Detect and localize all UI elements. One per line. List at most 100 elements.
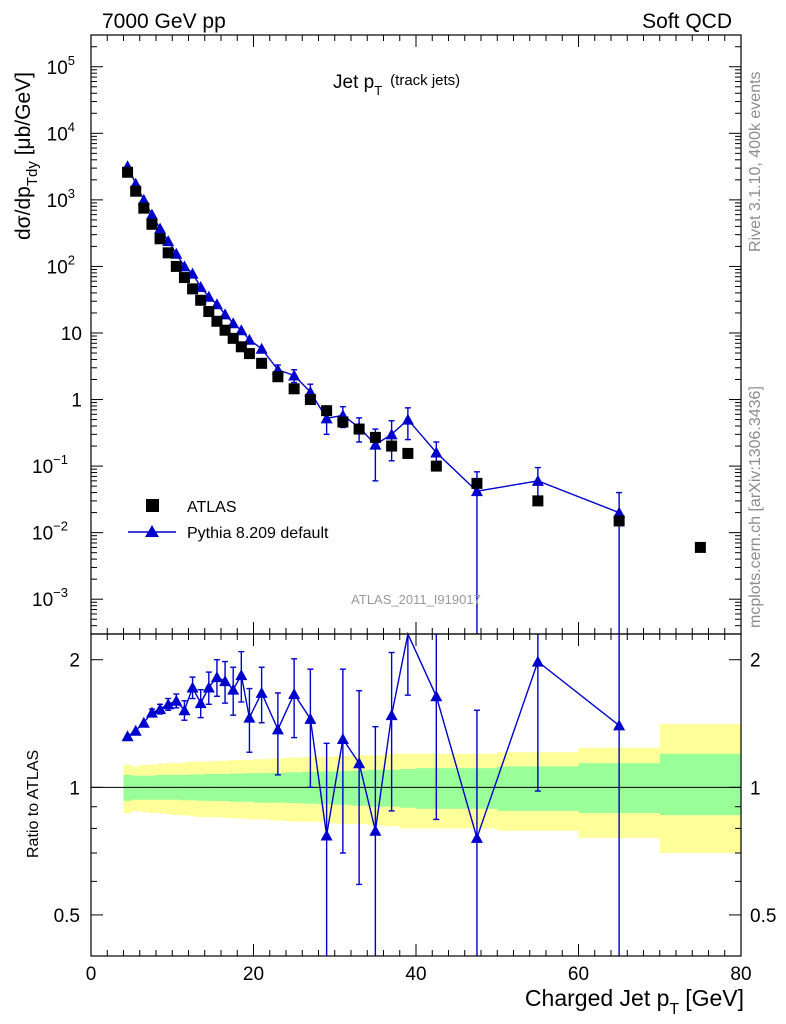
main-y-tick-label: 104 [47, 119, 75, 145]
pythia-series [121, 160, 626, 634]
ratio-y-tick-label: 2 [69, 651, 80, 672]
ratio-pythia-point [210, 671, 223, 683]
main-y-tick-label: 1 [71, 391, 82, 412]
main-panel: 10−3 10−2 10−1 1 10 102 103 104 105 [32, 34, 742, 635]
ratio-y-tick-label: 0.5 [54, 906, 80, 927]
atlas-point [272, 371, 284, 383]
atlas-point [178, 272, 190, 284]
atlas-point [195, 294, 207, 306]
ratio-pythia-point [129, 724, 142, 736]
pythia-point [320, 412, 333, 424]
legend-pythia-marker [145, 525, 159, 537]
ratio-pythia-series [121, 631, 626, 956]
atlas-point [694, 541, 706, 553]
atlas-point [146, 218, 158, 230]
header-left-label: 7000 GeV pp [102, 10, 226, 33]
header-right-label: Soft QCD [642, 10, 732, 33]
ratio-pythia-point [304, 712, 317, 724]
ratio-y-tick-label-right: 0.5 [750, 906, 776, 927]
ratio-pythia-point [202, 681, 215, 693]
pythia-point [154, 222, 167, 234]
atlas-point [402, 447, 414, 459]
ratio-axes: 0 20 40 60 80 0.5 0.5 1 1 2 2 [54, 634, 776, 985]
ratio-x-tick-label: 0 [86, 964, 97, 985]
ratio-pythia-point [613, 719, 626, 731]
ratio-pythia-point [145, 706, 158, 718]
atlas-point [321, 405, 333, 417]
main-y-tick-label: 10−1 [32, 452, 68, 478]
pythia-point [255, 342, 268, 354]
ratio-pythia-point [121, 730, 134, 742]
atlas-point [386, 440, 398, 452]
legend-atlas-marker [146, 499, 159, 512]
ratio-pythia-point [170, 694, 183, 706]
ratio-pythia-point [430, 690, 443, 702]
pythia-point [613, 506, 626, 518]
ratio-panel: 0 20 40 60 80 0.5 0.5 1 1 2 2 [54, 631, 776, 985]
inner-band-bin [659, 753, 742, 816]
atlas-point [243, 348, 255, 360]
ratio-pythia-point [470, 831, 483, 843]
ratio-pythia-point [162, 698, 175, 710]
ratio-pythia-point [320, 829, 333, 841]
ratio-x-tick-label: 80 [730, 964, 751, 985]
ratio-y-tick-label: 1 [69, 778, 80, 799]
atlas-series [122, 166, 706, 553]
atlas-point [122, 166, 134, 178]
rivet-version-label: Rivet 3.1.10, 400k events [747, 71, 764, 252]
pythia-point [430, 446, 443, 458]
atlas-point [227, 332, 239, 344]
ratio-x-tick-label: 20 [243, 964, 264, 985]
atlas-point [203, 306, 215, 318]
legend-pythia-label: Pythia 8.209 default [187, 525, 329, 542]
atlas-point [187, 283, 199, 295]
pythia-point [401, 413, 414, 425]
mcplots-label: mcplots.cern.ch [arXiv:1306.3436] [747, 386, 764, 628]
atlas-point [235, 341, 247, 353]
inner-band-bin [253, 773, 271, 803]
atlas-point [353, 423, 365, 435]
ratio-pythia-point [255, 686, 268, 698]
pythia-point [369, 438, 382, 450]
ratio-pythia-point [353, 757, 366, 769]
main-y-tick-label: 10 [61, 324, 82, 345]
ratio-pythia-point [186, 681, 199, 693]
ratio-pythia-point [178, 704, 191, 716]
main-y-tick-label: 105 [47, 53, 75, 79]
ratio-pythia-point [154, 703, 167, 715]
atlas-point [219, 324, 231, 336]
ratio-pythia-point [219, 675, 232, 687]
pythia-point [288, 369, 301, 381]
atlas-point [130, 185, 142, 197]
atlas-point [256, 357, 268, 369]
ratio-uncertainty-band [123, 724, 742, 853]
pythia-line [126, 165, 620, 514]
atlas-point [613, 515, 625, 527]
ratio-x-tick-label: 40 [405, 964, 426, 985]
atlas-point [211, 315, 223, 327]
atlas-point [138, 202, 150, 214]
atlas-point [337, 416, 349, 428]
main-y-tick-label: 10−3 [32, 585, 68, 611]
atlas-point [154, 233, 166, 245]
atlas-point [170, 260, 182, 272]
main-panel-frame [90, 34, 742, 635]
main-y-tick-label: 103 [47, 186, 75, 212]
ratio-pythia-point [531, 655, 544, 667]
legend-atlas-label: ATLAS [187, 499, 237, 516]
atlas-point [162, 247, 174, 259]
atlas-point [304, 394, 316, 406]
ratio-pythia-point [243, 711, 256, 723]
pythia-point [137, 193, 150, 205]
atlas-point [471, 477, 483, 489]
ratio-pythia-point [385, 709, 398, 721]
main-y-label: dσ/dpTdy [μb/GeV] [12, 72, 41, 240]
main-y-axis: 10−3 10−2 10−1 1 10 102 103 104 105 [32, 34, 742, 635]
ratio-x-tick-label: 60 [568, 964, 589, 985]
ratio-pythia-point [288, 688, 301, 700]
pythia-point [235, 324, 248, 336]
ratio-pythia-point [235, 669, 248, 681]
analysis-label: ATLAS_2011_I919017 [351, 592, 481, 607]
ratio-pythia-point [271, 723, 284, 735]
